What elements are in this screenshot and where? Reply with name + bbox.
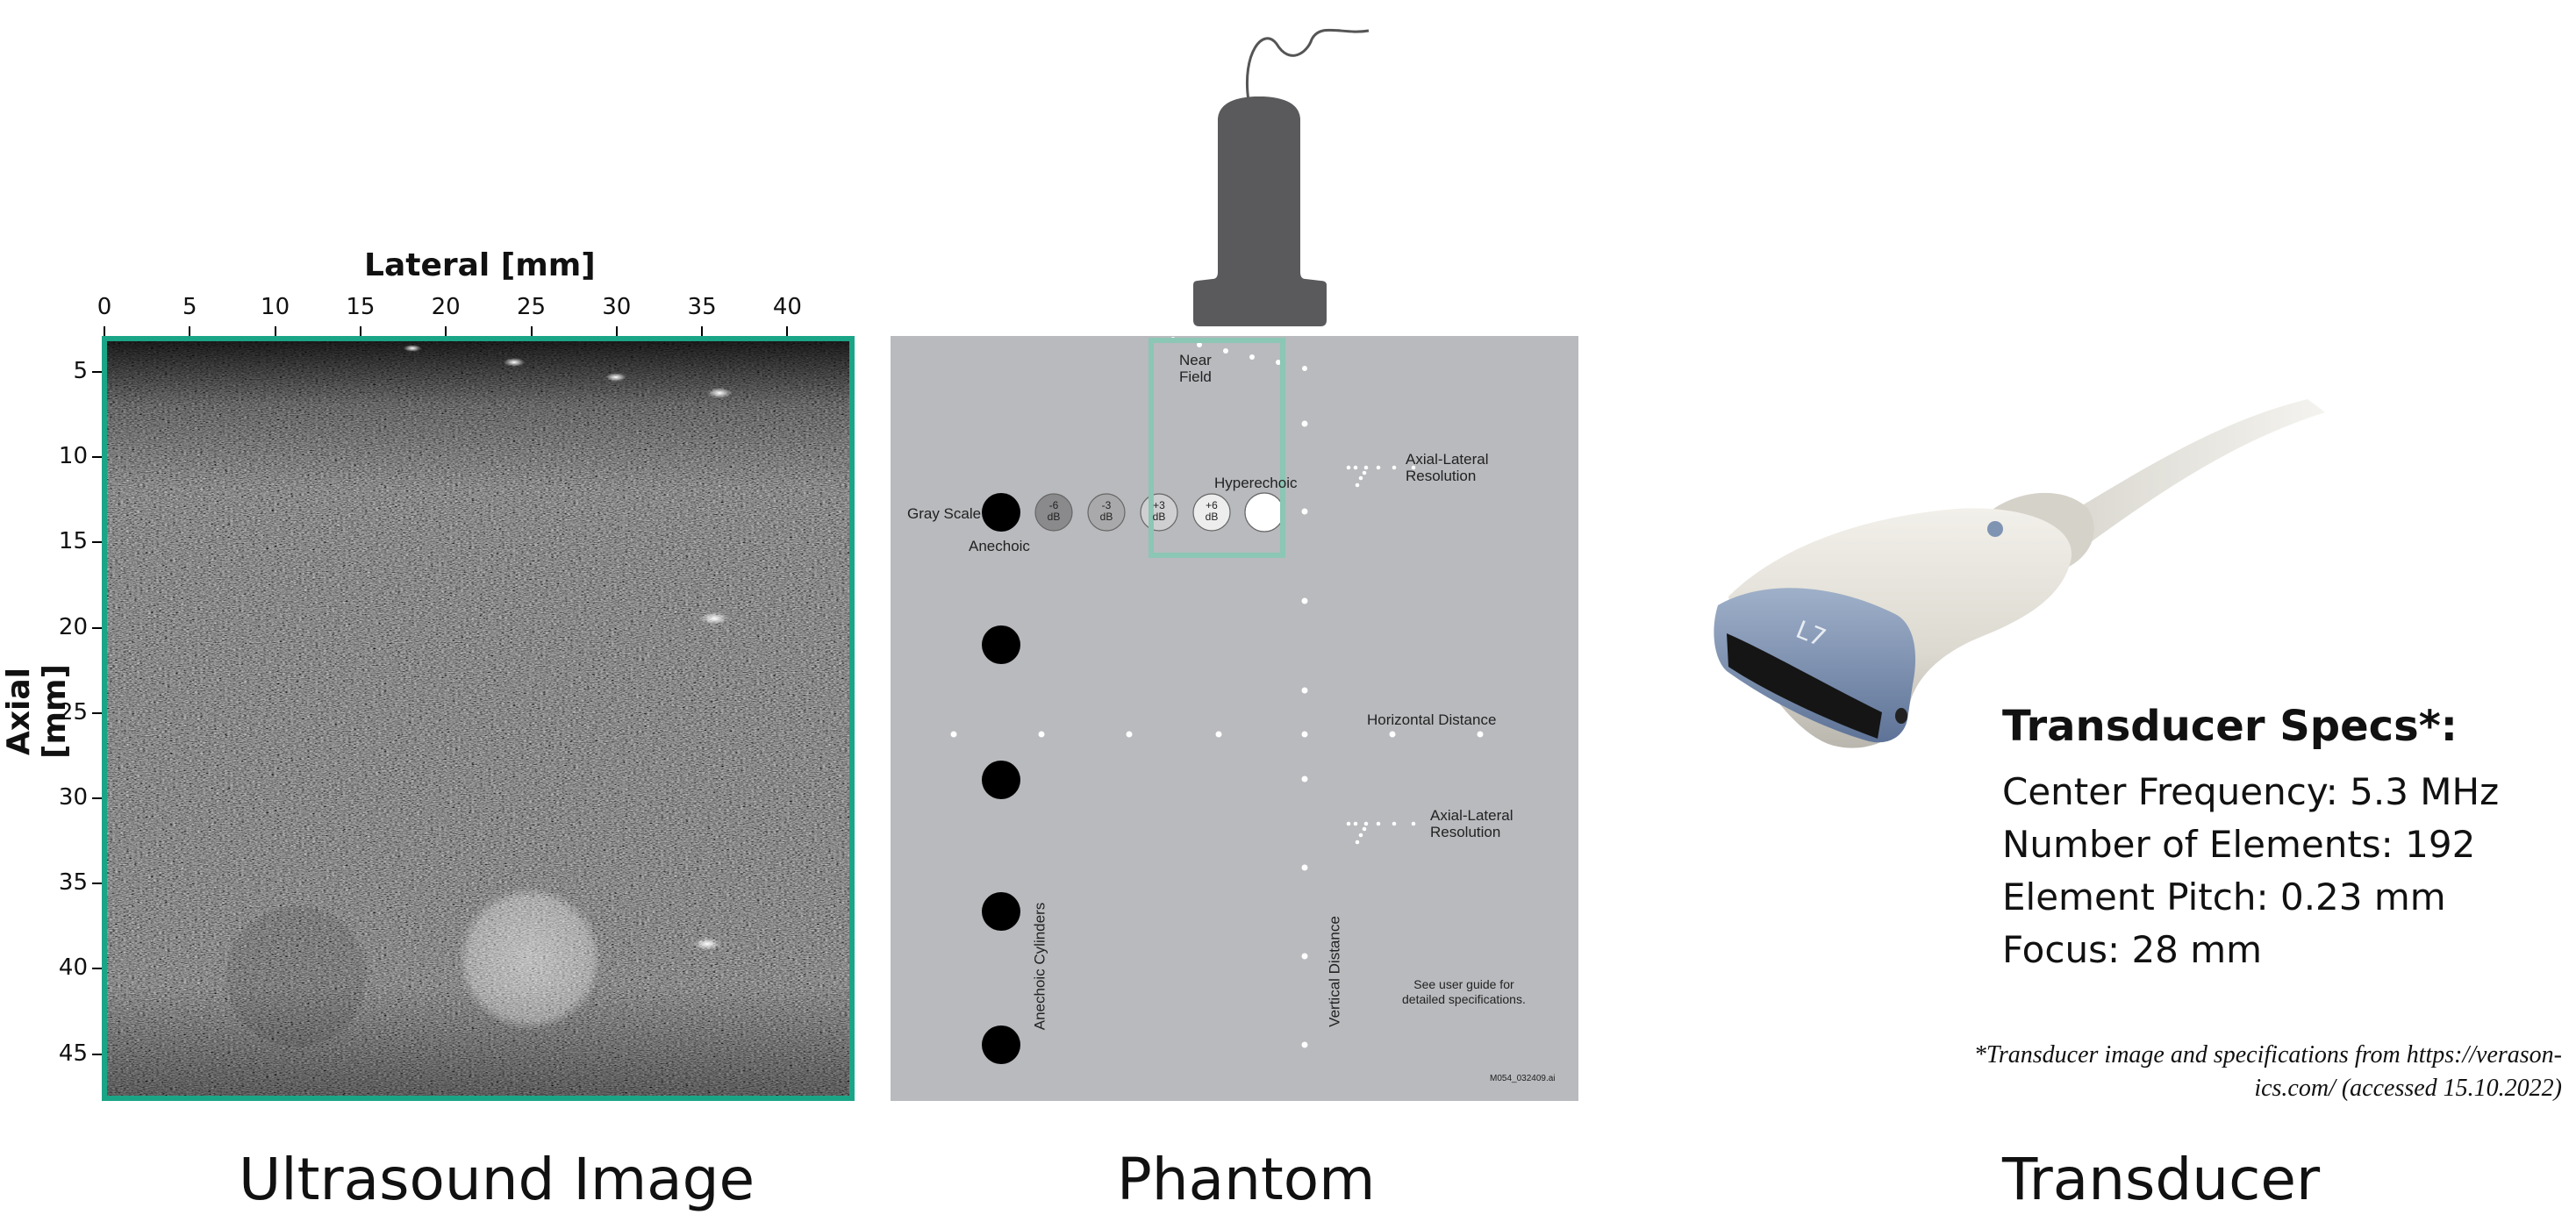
axial-lateral-label-1: Axial-Lateral Resolution (1406, 451, 1489, 484)
hyperechoic-label: Hyperechoic (1214, 475, 1298, 491)
transducer-photo: L7 (1714, 399, 2325, 748)
x-tick-mark (530, 326, 533, 336)
x-tick-label: 25 (516, 294, 547, 320)
x-tick-label: 20 (431, 294, 461, 320)
x-tick-mark (445, 326, 447, 336)
x-tick-label: 15 (346, 294, 376, 320)
x-tick-mark (274, 326, 276, 336)
x-tick-mark (189, 326, 191, 336)
y-tick-mark (92, 371, 102, 373)
contrast-target-label: +6 dB (1205, 499, 1219, 523)
x-tick-mark (104, 326, 105, 336)
x-tick-label: 40 (772, 294, 802, 320)
spec-center-frequency: Center Frequency: 5.3 MHz (2002, 770, 2500, 813)
y-tick-label: 20 (58, 613, 88, 640)
spec-element-pitch: Element Pitch: 0.23 mm (2002, 875, 2446, 918)
x-tick-mark (786, 326, 789, 336)
spec-focus: Focus: 28 mm (2002, 928, 2263, 971)
ultrasound-frame (102, 336, 855, 1101)
y-tick-label: 5 (73, 358, 88, 384)
y-tick-mark (92, 626, 102, 629)
axial-lateral-points-1 (1346, 465, 1416, 488)
transducer-caption: Transducer (2002, 1146, 2321, 1213)
y-tick-mark (92, 797, 102, 799)
ultrasound-caption: Ultrasound Image (239, 1146, 755, 1213)
gray-scale-label: Gray Scale (907, 505, 982, 522)
axial-lateral-points-2 (1346, 821, 1416, 845)
y-tick-label: 10 (58, 443, 88, 470)
y-tick-label: 15 (58, 528, 88, 555)
y-tick-label: 25 (58, 698, 88, 725)
x-tick-label: 10 (261, 294, 290, 320)
spec-number-of-elements: Number of Elements: 192 (2002, 823, 2476, 866)
model-code-label: M054_032409.ai (1490, 1074, 1556, 1083)
user-guide-label: See user guide for detailed specificatio… (1402, 977, 1526, 1006)
y-tick-mark (92, 541, 102, 544)
hyperechoic-region (458, 887, 602, 1031)
phantom-diagram (891, 336, 1578, 1101)
x-tick-mark (615, 326, 618, 336)
vertical-distance-points (1301, 420, 1308, 1048)
y-tick-mark (92, 711, 102, 714)
imaging-field-box (1148, 338, 1285, 558)
point-targets (404, 345, 732, 950)
source-footnote: *Transducer image and specifications fro… (1973, 1041, 2562, 1102)
y-tick-label: 35 (58, 869, 88, 897)
near-field-label: Near Field (1179, 352, 1212, 385)
y-tick-label: 30 (58, 784, 88, 811)
anechoic-cylinders (982, 625, 1020, 1064)
axial-lateral-label-2: Axial-Lateral Resolution (1430, 807, 1513, 840)
x-axis-title: Lateral [mm] (364, 247, 596, 283)
y-tick-mark (92, 968, 102, 970)
contrast-target-label: -3 dB (1099, 499, 1113, 523)
x-tick-label: 35 (687, 294, 717, 320)
horizontal-distance-label: Horizontal Distance (1367, 711, 1497, 728)
contrast-target-label: -6 dB (1047, 499, 1061, 523)
x-tick-label: 0 (97, 294, 112, 320)
x-tick-mark (701, 326, 704, 336)
horizontal-distance-points (950, 731, 1484, 738)
vertical-distance-label: Vertical Distance (1326, 916, 1343, 1027)
anechoic-label: Anechoic (969, 538, 1030, 554)
x-tick-label: 30 (602, 294, 632, 320)
transducer-silhouette (1193, 28, 1370, 326)
y-tick-label: 45 (58, 1040, 88, 1067)
y-tick-mark (92, 1053, 102, 1055)
specs-title: Transducer Specs*: (2002, 702, 2458, 751)
anechoic-cylinders-label: Anechoic Cylinders (1031, 902, 1048, 1031)
y-tick-mark (92, 456, 102, 459)
x-tick-mark (359, 326, 361, 336)
y-tick-mark (92, 883, 102, 885)
contrast-target-label: +3 dB (1152, 499, 1166, 523)
ultrasound-image (102, 336, 855, 1101)
x-tick-label: 5 (182, 294, 197, 320)
phantom-caption: Phantom (1117, 1146, 1376, 1213)
y-tick-label: 40 (58, 954, 88, 982)
